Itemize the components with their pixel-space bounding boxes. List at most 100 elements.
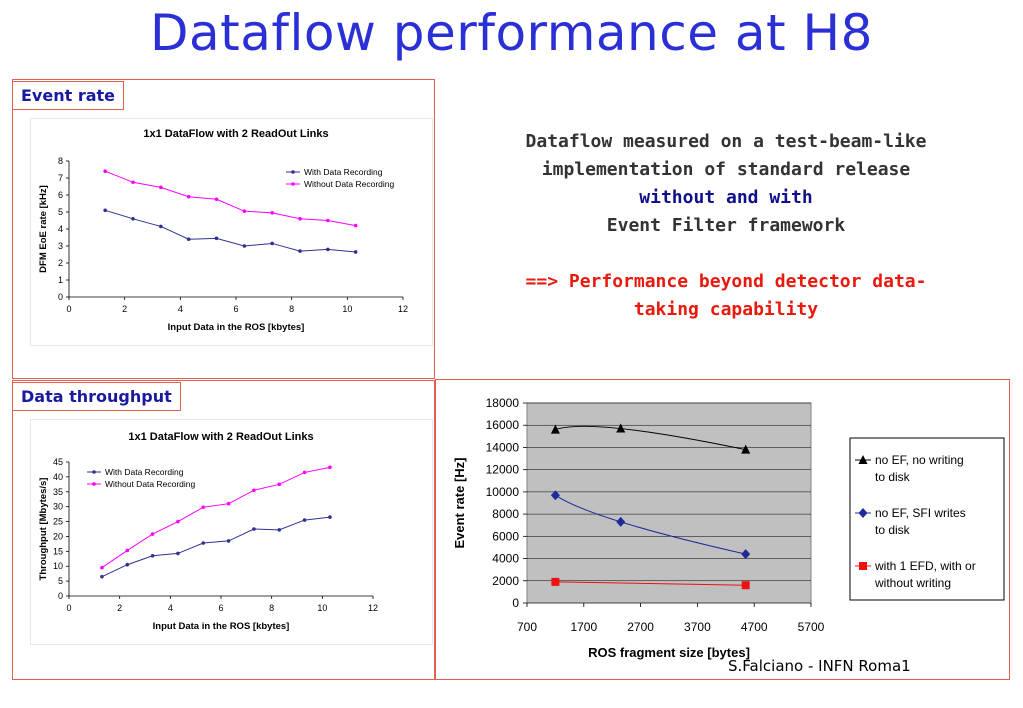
x-tick-label: 6 (233, 304, 238, 314)
conclusion-line: ==> Performance beyond detector data- (525, 271, 927, 292)
data-point (159, 185, 163, 190)
data-point (616, 516, 626, 527)
data-point (214, 236, 219, 241)
x-tick-label: 10 (317, 603, 327, 613)
x-tick-label: 1700 (570, 620, 597, 634)
y-axis-label: Throughput [Mbytes/s] (38, 478, 49, 581)
legend-label: no EF, no writing to disk (875, 453, 964, 484)
data-point (131, 217, 135, 221)
legend-label: with 1 EFD, with or without writing (874, 559, 976, 590)
data-point (326, 247, 330, 252)
event-rate-chart: 1x1 DataFlow with 2 ReadOut Links 0 1 2 3 4 5 6… (30, 118, 433, 346)
y-tick-label: 2000 (492, 574, 519, 588)
data-point (242, 209, 247, 213)
throughput-chart-svg: 1x1 DataFlow with 2 ReadOut Links 0 5 10 15 2… (38, 431, 378, 632)
y-tick-label: 30 (53, 502, 63, 512)
x-tick-label: 4 (178, 304, 183, 314)
data-point (270, 211, 274, 215)
description: Dataflow measured on a test-beam-like im… (466, 128, 986, 324)
event-rate-panel (12, 79, 435, 379)
throughput-panel (12, 380, 435, 680)
x-tick-label: 12 (398, 304, 408, 314)
y-tick-label: 35 (53, 487, 63, 497)
data-point (201, 541, 206, 545)
y-tick-label: 16000 (486, 418, 520, 432)
y-tick-label: 6000 (492, 529, 519, 543)
y-tick-label: 45 (53, 457, 63, 467)
x-tick-label: 3700 (684, 620, 711, 634)
x-tick-label: 8 (289, 304, 294, 314)
y-tick-label: 5 (58, 207, 63, 217)
legend-label: Without Data Recording (105, 479, 196, 489)
event-rate-fragment-panel (435, 379, 1010, 680)
legend-marker (858, 455, 868, 464)
x-tick-label: 0 (66, 603, 71, 613)
data-point (176, 551, 180, 556)
x-tick-label: 4700 (741, 620, 768, 634)
data-point (328, 465, 332, 470)
description-line: implementation of standard release (541, 159, 911, 180)
legend-label: no EF, SFI writes to disk (875, 506, 966, 537)
throughput-label: Data throughput (12, 382, 181, 411)
y-tick-label: 10000 (486, 485, 520, 499)
plot-area (526, 402, 812, 604)
data-point (159, 224, 163, 229)
data-point (741, 444, 751, 454)
x-axis-label: Input Data in the ROS [kbytes] (168, 322, 305, 333)
data-point (302, 518, 307, 522)
event-rate-chart-svg: 1x1 DataFlow with 2 ReadOut Links0123456… (38, 128, 408, 333)
data-point (302, 470, 307, 475)
description-line: Event Filter framework (606, 215, 846, 236)
data-point (741, 549, 751, 560)
y-tick-label: 18000 (486, 396, 520, 410)
data-point (242, 244, 247, 248)
series-line (104, 170, 356, 227)
fragment-size-chart: 0 2000 4000 6000 8000 10000 12000 14000 16000 180… (452, 396, 1005, 660)
data-point (550, 424, 560, 434)
data-point (226, 501, 231, 506)
y-tick-label: 12000 (486, 463, 520, 477)
description-highlight: without and with (639, 187, 813, 208)
chart-title: 1x1 DataFlow with 2 ReadOut Links (128, 431, 313, 443)
legend-marker (92, 470, 96, 474)
series-line (101, 516, 330, 578)
y-tick-label: 3 (58, 241, 63, 251)
data-point (328, 515, 332, 519)
y-tick-label: 20 (53, 531, 63, 541)
y-tick-label: 40 (53, 472, 63, 482)
x-tick-label: 2700 (627, 620, 654, 634)
x-tick-label: 4 (168, 603, 173, 613)
y-tick-label: 4000 (492, 552, 519, 566)
legend-marker (291, 182, 295, 186)
data-point (298, 249, 302, 253)
data-point (131, 180, 135, 185)
x-axis-label: Input Data in the ROS [kbytes] (153, 621, 290, 632)
data-point (103, 208, 107, 213)
y-tick-label: 4 (58, 224, 63, 234)
y-tick-label: 2 (58, 258, 63, 268)
page-title: Dataflow performance at H8 (150, 4, 873, 62)
data-point (125, 548, 130, 553)
data-point (270, 241, 274, 246)
legend-label: With Data Recording (105, 467, 184, 477)
x-tick-label: 2 (117, 603, 122, 613)
data-point (201, 505, 206, 510)
data-point (550, 490, 560, 501)
y-tick-label: 1 (58, 275, 63, 285)
x-tick-label: 5700 (798, 620, 825, 634)
data-point (176, 519, 180, 524)
data-point (125, 562, 130, 567)
data-point (150, 532, 155, 536)
x-tick-label: 12 (368, 603, 378, 613)
y-tick-label: 8 (58, 156, 63, 166)
data-point (103, 169, 107, 173)
legend-box (849, 437, 1005, 601)
legend-marker (858, 508, 868, 518)
data-point (186, 237, 191, 241)
y-tick-label: 25 (53, 517, 63, 527)
y-tick-label: 5 (58, 576, 63, 586)
y-axis-label: DFM EoE rate [kHz] (38, 185, 49, 273)
data-point (252, 488, 256, 493)
y-tick-label: 0 (58, 591, 63, 601)
data-point (226, 539, 231, 543)
